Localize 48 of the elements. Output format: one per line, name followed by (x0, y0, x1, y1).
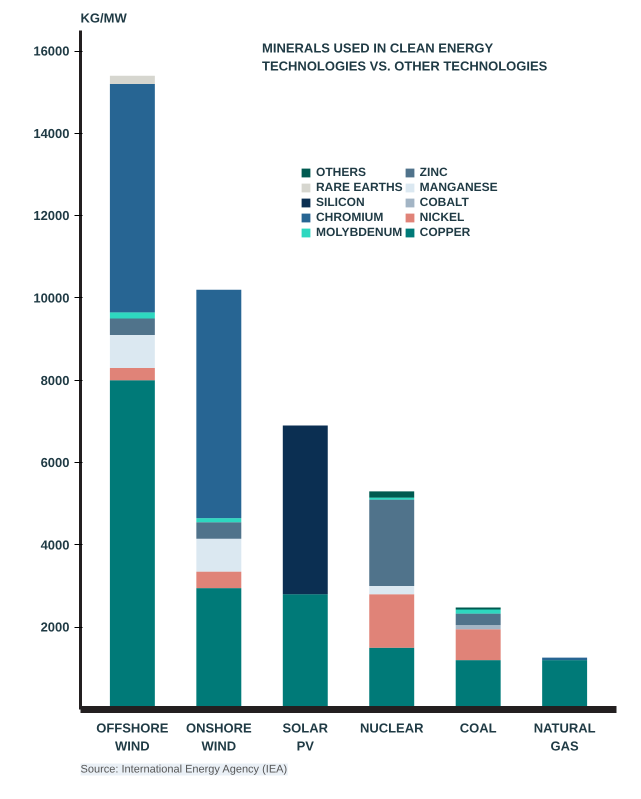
bar (542, 658, 588, 660)
bar (196, 572, 242, 588)
x-tick-label: NUCLEAR (360, 720, 424, 736)
bar (110, 318, 155, 336)
bar (196, 518, 242, 522)
y-tick-label: 8000 (40, 372, 70, 388)
legend-label: SILICON (316, 195, 365, 209)
y-tick-label: 16000 (33, 44, 70, 59)
bar (110, 335, 155, 368)
bar (456, 610, 501, 614)
legend-label: MOLYBDENUM (316, 225, 402, 239)
legend-label: OTHERS (316, 165, 366, 179)
legend-label: RARE EARTHS (316, 180, 403, 194)
x-tick-label: OFFSHORE WIND (96, 720, 169, 754)
bar (110, 76, 155, 84)
y-tick-label: 12000 (33, 208, 70, 224)
bar (456, 614, 501, 626)
legend-label: NICKEL (420, 210, 464, 224)
bar (369, 491, 414, 498)
x-tick-label: SOLAR PV (282, 720, 329, 754)
x-tick-label: ONSHORE WIND (186, 720, 252, 754)
legend-label: MANGANESE (420, 180, 498, 194)
bar (456, 629, 501, 660)
x-tick-label: NATURAL GAS (534, 720, 596, 754)
x-tick-label: COAL (460, 720, 497, 736)
bar (282, 426, 328, 594)
y-tick-label: 2000 (40, 620, 70, 635)
y-axis-title: KG/MW (80, 10, 128, 26)
bar (196, 290, 242, 518)
legend-label: CHROMIUM (316, 210, 384, 224)
bar (110, 368, 155, 380)
y-tick-label: 4000 (40, 537, 70, 552)
bar (196, 522, 242, 539)
legend-label: COPPER (420, 225, 470, 239)
legend-label: ZINC (420, 165, 448, 179)
bar (196, 538, 242, 572)
y-tick-label: 14000 (33, 126, 70, 141)
y-tick-label: 6000 (40, 455, 70, 470)
y-tick-label: 10000 (33, 290, 70, 306)
legend-label: COBALT (420, 195, 469, 209)
bar (110, 84, 155, 312)
source-note: Source: International Energy Agency (IEA) (80, 764, 288, 776)
bar (456, 625, 501, 630)
text: MINERALS USED IN CLEAN ENERGY TECHNOLOGIES VS. OTHER TECHNOLOGIES (262, 40, 548, 74)
bar (369, 500, 414, 586)
bar (110, 312, 155, 319)
bar (369, 594, 414, 648)
bar (369, 586, 414, 594)
